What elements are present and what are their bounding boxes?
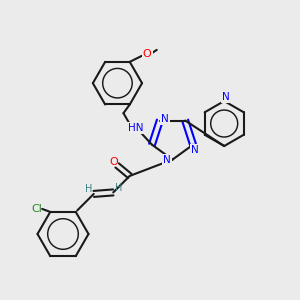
Text: Cl: Cl (31, 204, 42, 214)
Text: N: N (163, 154, 171, 165)
Text: O: O (109, 158, 118, 167)
Text: O: O (143, 50, 152, 59)
Text: N: N (161, 114, 169, 124)
Text: N: N (222, 92, 230, 101)
Text: H: H (85, 184, 92, 194)
Text: H: H (115, 183, 122, 193)
Text: N: N (191, 145, 198, 155)
Text: HN: HN (128, 123, 143, 133)
